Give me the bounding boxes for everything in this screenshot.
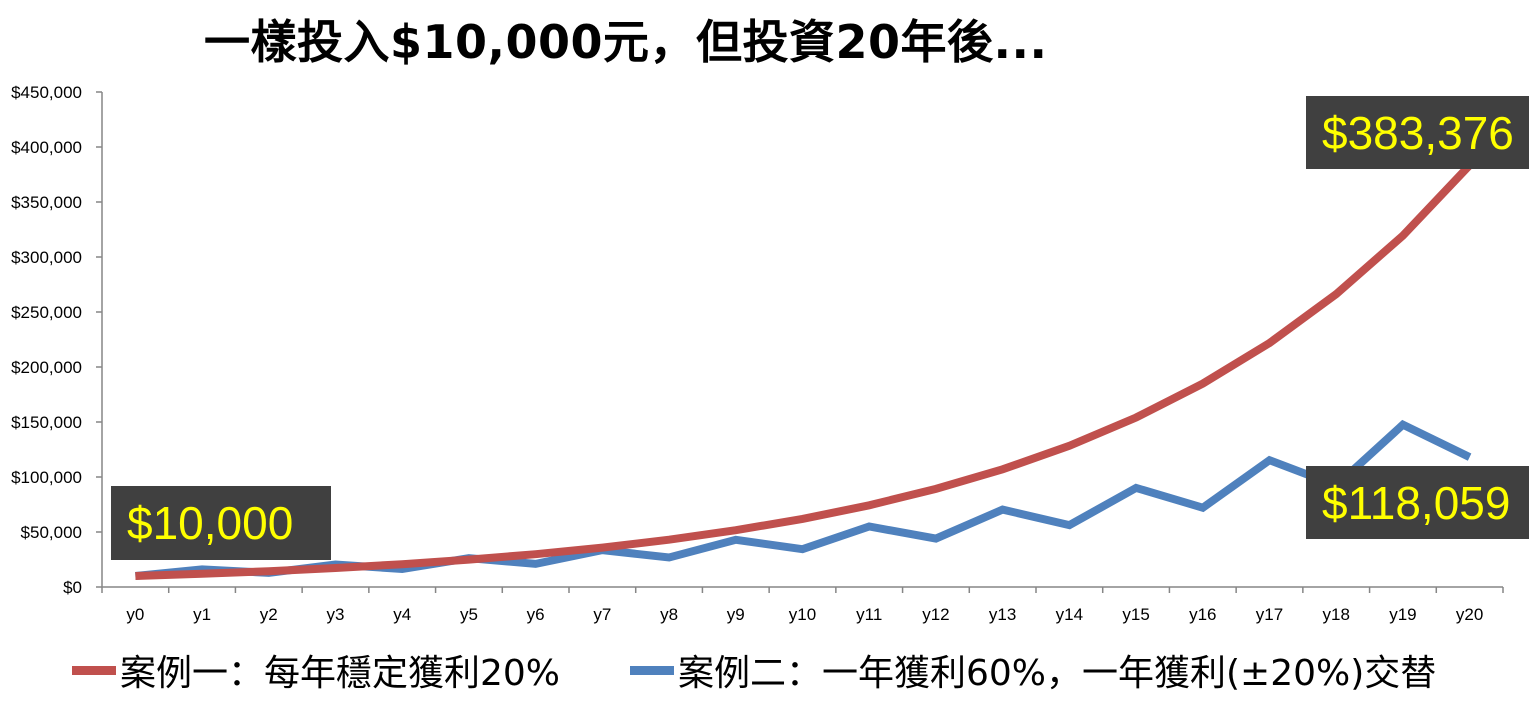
chart-series <box>135 162 1473 580</box>
chart-title: 一樣投入$10,000元，但投資20年後... <box>204 15 1048 69</box>
x-tick-label: y12 <box>922 605 949 624</box>
x-tick-label: y10 <box>789 605 816 624</box>
x-tick-label: y2 <box>260 605 278 624</box>
x-tick-label: y1 <box>193 605 211 624</box>
y-tick-label: $50,000 <box>21 523 82 542</box>
chart-axes <box>101 92 1503 588</box>
x-tick-label: y20 <box>1456 605 1483 624</box>
x-tick-label: y4 <box>393 605 411 624</box>
legend-label-case2: 案例二：一年獲利60%，一年獲利(±20%)交替 <box>678 653 1437 694</box>
legend-label-case1: 案例一：每年穩定獲利20% <box>120 653 561 694</box>
y-tick-label: $300,000 <box>11 248 82 267</box>
x-tick-label: y11 <box>856 605 882 624</box>
y-tick-label: $250,000 <box>11 303 82 322</box>
x-tick-label: y15 <box>1122 605 1149 624</box>
legend-swatch-case1 <box>72 665 116 675</box>
y-tick-label: $150,000 <box>11 413 82 432</box>
chart-legend: 案例一：每年穩定獲利20% 案例二：一年獲利60%，一年獲利(±20%)交替 <box>0 644 1529 694</box>
y-axis-ticks: $0 $50,000 $100,000 $150,000 $200,000 $250,00… <box>11 83 102 597</box>
x-tick-label: y0 <box>126 605 144 624</box>
x-tick-label: y9 <box>727 605 745 624</box>
y-tick-label: $350,000 <box>11 193 82 212</box>
x-tick-label: y19 <box>1389 605 1416 624</box>
legend-swatch-case2 <box>630 665 674 675</box>
x-tick-label: y3 <box>327 605 345 624</box>
x-tick-label: y13 <box>989 605 1016 624</box>
x-tick-label: y5 <box>460 605 478 624</box>
series-line-case1 <box>135 162 1473 580</box>
x-tick-label: y7 <box>593 605 611 624</box>
callout-case1-end-value: $383,376 <box>1306 96 1529 169</box>
legend-item-case2: 案例二：一年獲利60%，一年獲利(±20%)交替 <box>630 644 1436 696</box>
x-tick-label: y17 <box>1256 605 1283 624</box>
x-tick-label: y18 <box>1323 605 1350 624</box>
x-axis-ticks: y0 y1 y2 y3 y4 y5 y6 y7 y8 y9 y10 y11 y12 y13 y14 y15 y1… <box>101 587 1504 624</box>
legend-item-case1: 案例一：每年穩定獲利20% <box>72 644 560 696</box>
series-line-case2 <box>135 419 1472 580</box>
callout-case2-end-value: $118,059 <box>1306 466 1529 539</box>
x-tick-label: y6 <box>527 605 545 624</box>
callout-start-value: $10,000 <box>111 486 331 560</box>
y-tick-label: $450,000 <box>11 83 82 102</box>
y-tick-label: $400,000 <box>11 138 82 157</box>
x-tick-label: y16 <box>1189 605 1216 624</box>
y-tick-label: $0 <box>63 578 82 597</box>
x-tick-label: y8 <box>660 605 678 624</box>
y-tick-label: $100,000 <box>11 468 82 487</box>
x-tick-label: y14 <box>1056 605 1083 624</box>
y-tick-label: $200,000 <box>11 358 82 377</box>
